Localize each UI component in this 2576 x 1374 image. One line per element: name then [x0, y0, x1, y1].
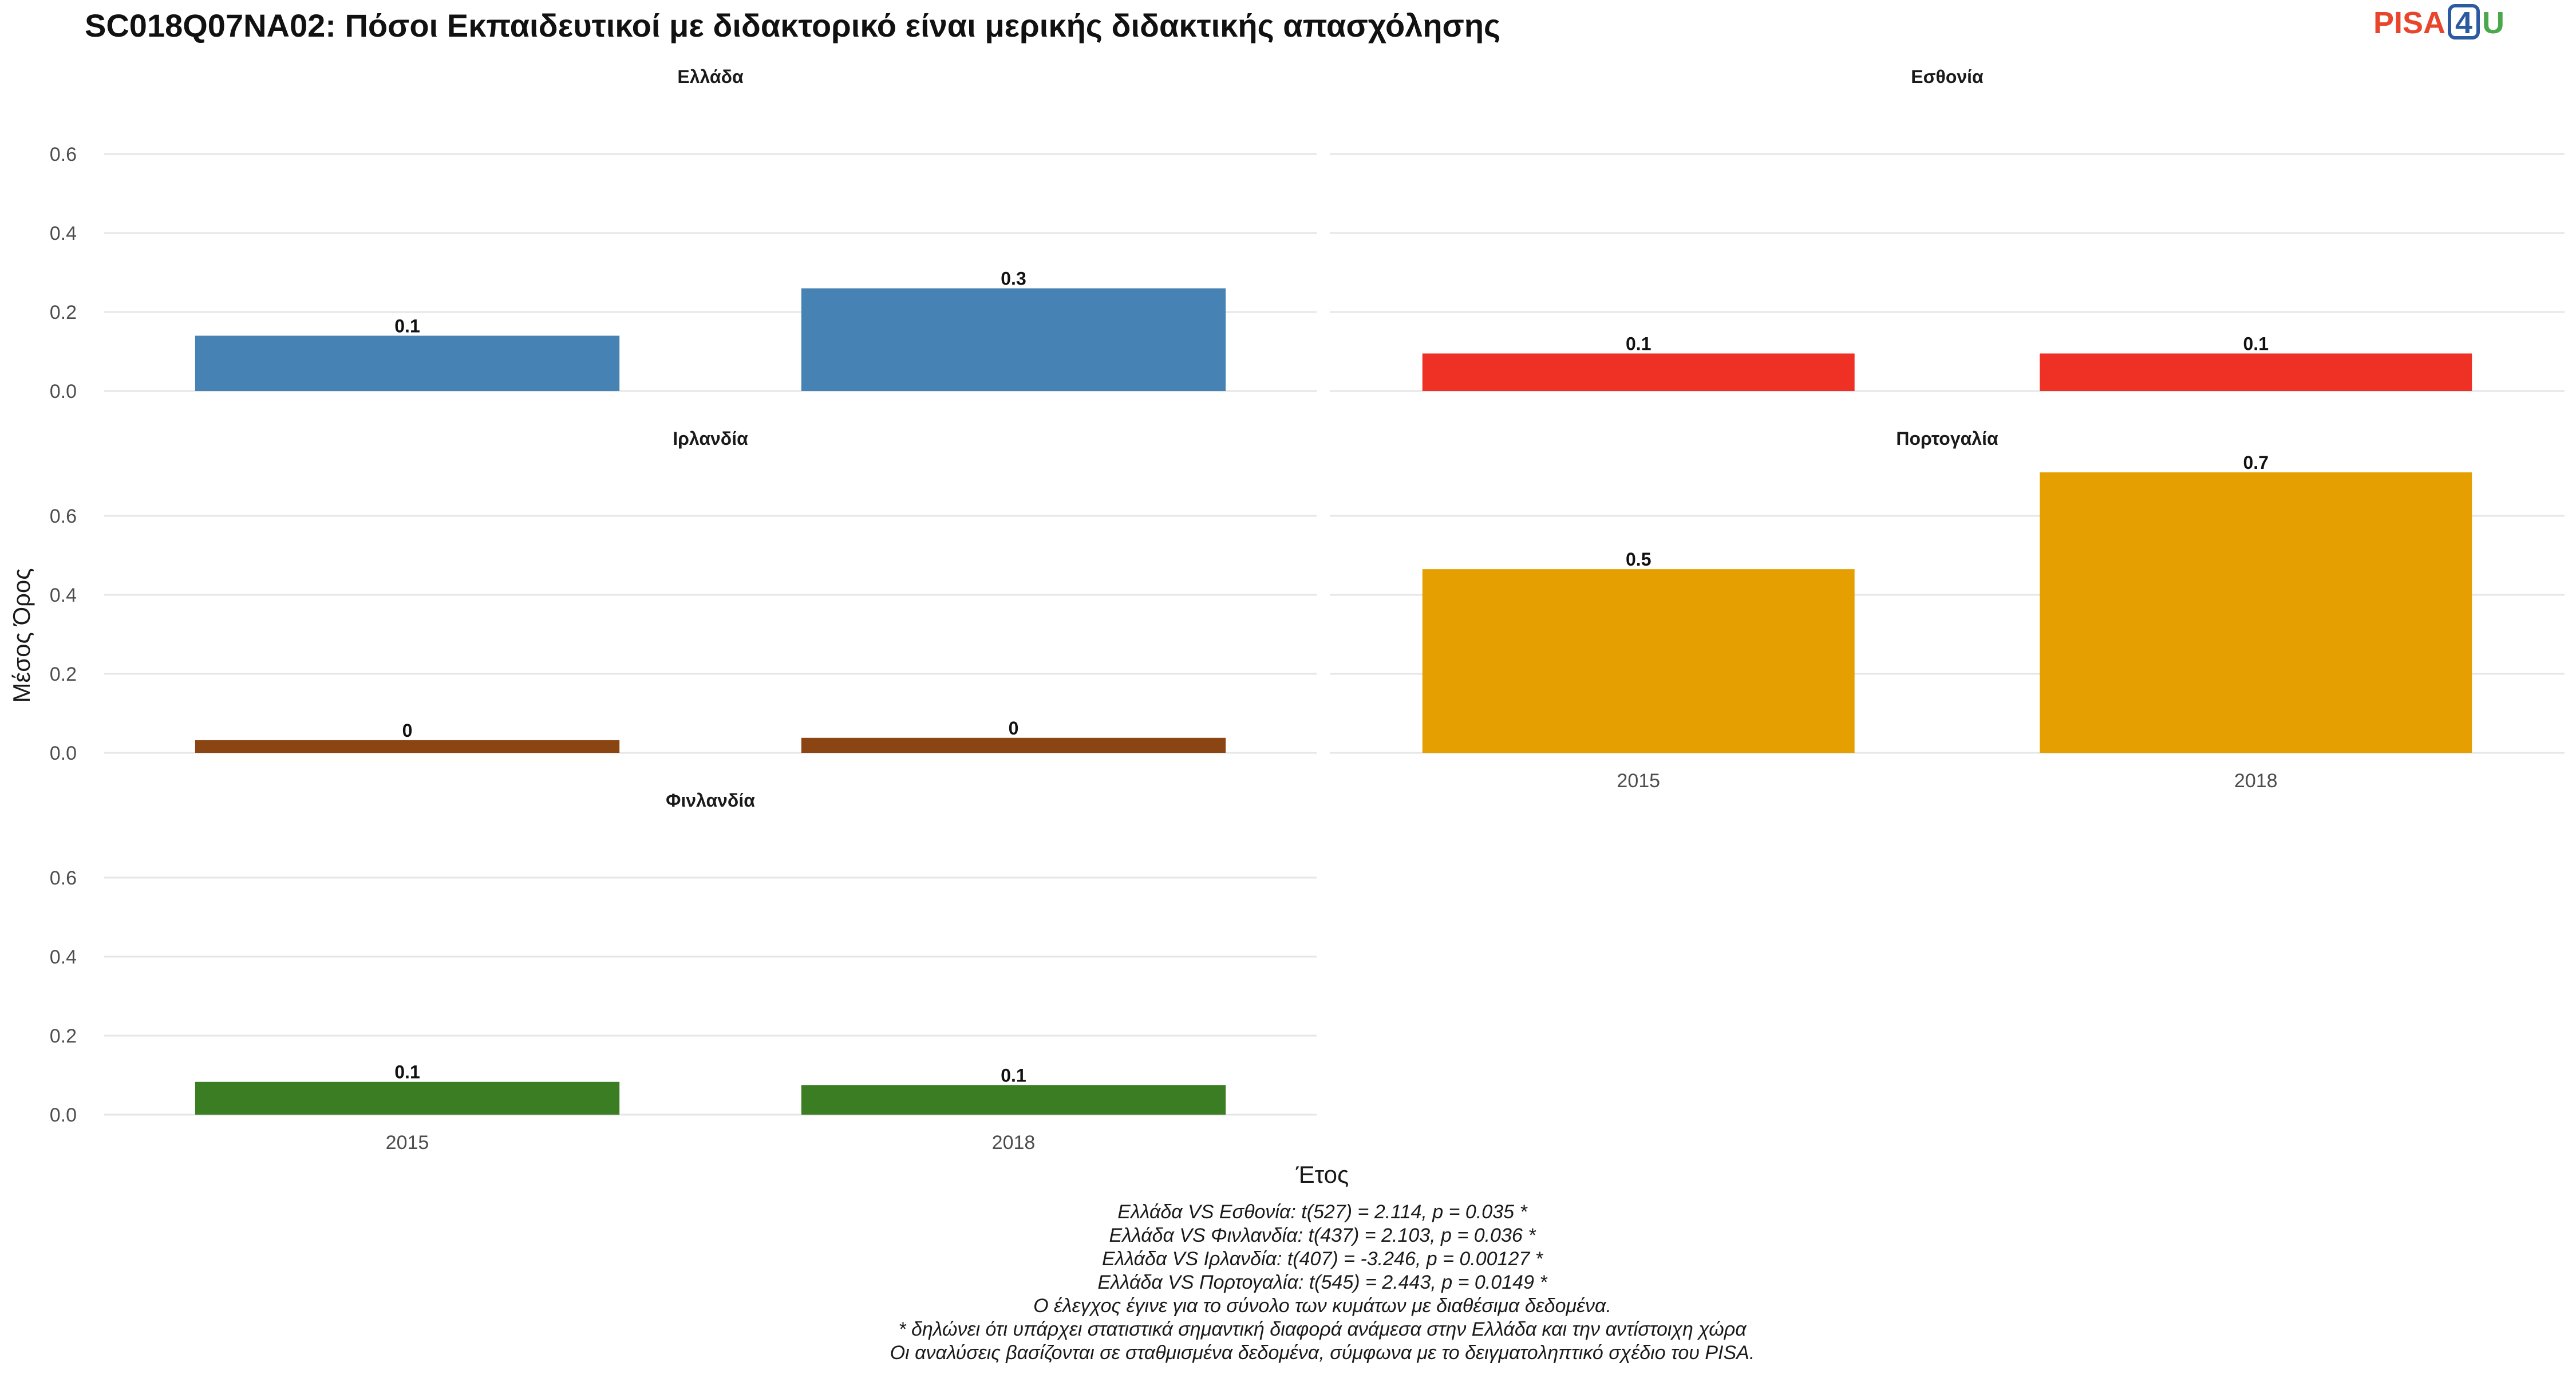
- facet-panels: Ελλάδα 0.0 0.2 0.4 0.6 0.1 0.3 Εσθονία 0.1 0.1 Ιρλ…: [50, 66, 2565, 1154]
- y-tick-label: 0.4: [50, 223, 77, 244]
- y-tick-label: 0.2: [50, 664, 77, 685]
- y-tick-label: 0.6: [50, 867, 77, 889]
- x-tick-label: 2018: [992, 1132, 1036, 1154]
- bar-value-label: 0.1: [394, 1062, 420, 1083]
- bar: [801, 288, 1226, 391]
- x-axis-title: Έτος: [1295, 1161, 1349, 1188]
- bar-value-label: 0.1: [1001, 1065, 1026, 1085]
- y-tick-label: 0.2: [50, 1025, 77, 1047]
- bar: [1422, 353, 1855, 391]
- logo-text-u: U: [2482, 6, 2504, 40]
- y-tick-label: 0.0: [50, 381, 77, 402]
- y-tick-label: 0.6: [50, 506, 77, 527]
- x-tick-label: 2015: [1617, 770, 1660, 792]
- caption-line: Οι αναλύσεις βασίζονται σε σταθμισμένα δ…: [890, 1342, 1755, 1364]
- chart-title: SC018Q07NA02: Πόσοι Εκπαιδευτικοί με διδ…: [85, 7, 1500, 44]
- facet-title: Ελλάδα: [677, 66, 744, 87]
- facet-title: Πορτογαλία: [1896, 428, 1998, 449]
- bar: [2040, 353, 2472, 391]
- x-tick-label: 2018: [2234, 770, 2278, 792]
- caption-line: Ελλάδα VS Φινλανδία: t(437) = 2.103, p =…: [1109, 1225, 1537, 1246]
- bar-value-label: 0.1: [2243, 333, 2269, 354]
- bar: [801, 737, 1226, 753]
- y-axis-title: Μέσος Όρος: [8, 568, 35, 703]
- caption-block: Ελλάδα VS Εσθονία: t(527) = 2.114, p = 0…: [890, 1201, 1755, 1364]
- caption-line: Ο έλεγχος έγινε για το σύνολο των κυμάτω…: [1033, 1295, 1611, 1317]
- facet-title: Φινλανδία: [666, 790, 755, 811]
- facet-panel-4: Πορτογαλία 0.5 0.7 2015 2018: [1330, 428, 2565, 792]
- facet-panel-5: Φινλανδία 0.0 0.2 0.4 0.6 0.1 0.1 2015 2018: [50, 790, 1317, 1154]
- caption-line: * δηλώνει ότι υπάρχει στατιστικά σημαντι…: [898, 1318, 1747, 1340]
- y-tick-label: 0.4: [50, 946, 77, 968]
- logo-box: [2448, 4, 2480, 40]
- bar: [195, 335, 620, 391]
- bar-value-label: 0.7: [2243, 452, 2269, 473]
- bar-value-label: 0: [1009, 718, 1019, 739]
- bar-value-label: 0.5: [1626, 549, 1651, 570]
- x-tick-label: 2015: [386, 1132, 429, 1154]
- pisa4u-logo: PISA 4 U: [2373, 4, 2504, 40]
- facet-panel-2: Εσθονία 0.1 0.1: [1330, 66, 2565, 392]
- bar: [2040, 472, 2472, 753]
- caption-line: Ελλάδα VS Ιρλανδία: t(407) = -3.246, p =…: [1102, 1248, 1544, 1270]
- caption-line: Ελλάδα VS Πορτογαλία: t(545) = 2.443, p …: [1097, 1272, 1548, 1293]
- y-tick-label: 0.0: [50, 743, 77, 764]
- facet-title: Εσθονία: [1911, 66, 1984, 87]
- bar: [801, 1085, 1226, 1115]
- bar: [195, 1081, 620, 1115]
- logo-text-4: 4: [2455, 6, 2472, 40]
- facet-panel-1: Ελλάδα 0.0 0.2 0.4 0.6 0.1 0.3: [50, 66, 1317, 402]
- y-tick-label: 0.4: [50, 585, 77, 606]
- bar-value-label: 0: [402, 720, 413, 741]
- bar-value-label: 0.1: [1626, 333, 1651, 354]
- logo-text-pisa: PISA: [2373, 6, 2445, 40]
- y-tick-label: 0.6: [50, 144, 77, 165]
- bar-value-label: 0.1: [394, 315, 420, 336]
- bar: [195, 740, 620, 753]
- facet-panel-3: Ιρλανδία 0.0 0.2 0.4 0.6 0 0: [50, 428, 1317, 764]
- y-tick-label: 0.2: [50, 302, 77, 323]
- facet-title: Ιρλανδία: [673, 428, 748, 449]
- bar: [1422, 569, 1855, 753]
- caption-line: Ελλάδα VS Εσθονία: t(527) = 2.114, p = 0…: [1117, 1201, 1528, 1223]
- bar-value-label: 0.3: [1001, 269, 1026, 289]
- y-tick-label: 0.0: [50, 1104, 77, 1126]
